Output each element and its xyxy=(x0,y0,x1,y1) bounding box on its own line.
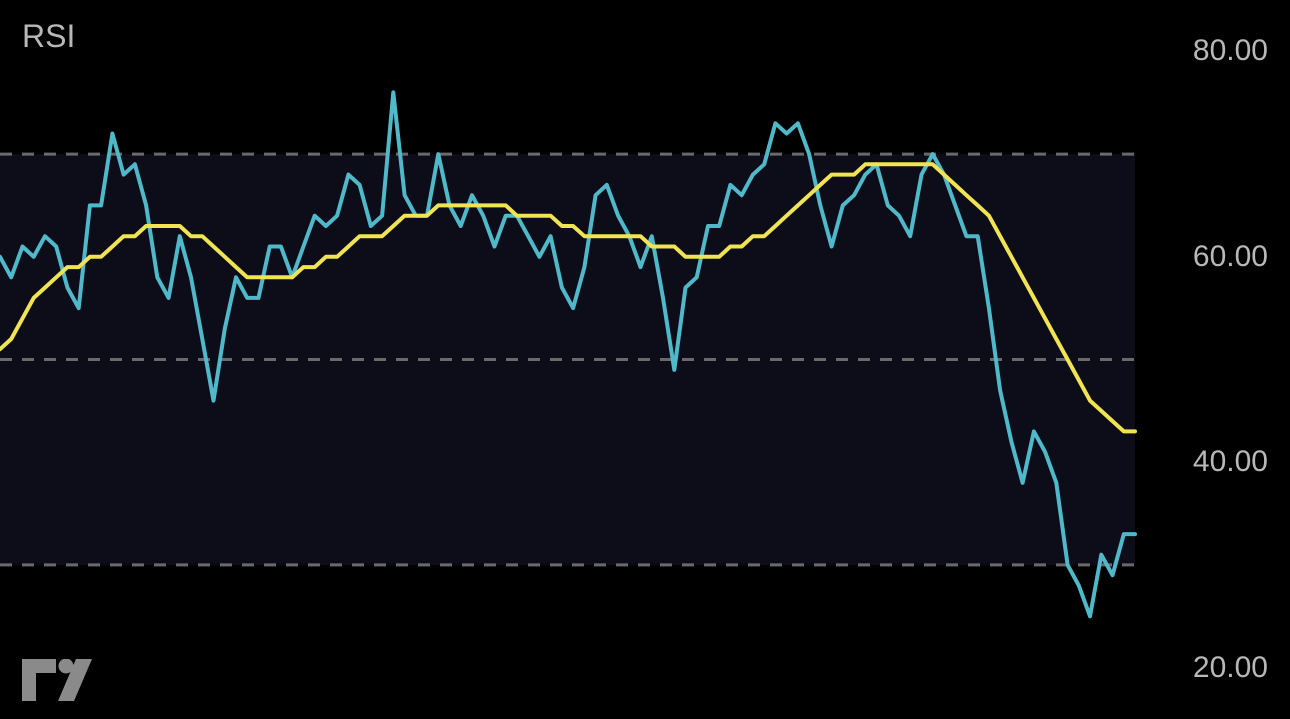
y-tick-label: 60.00 xyxy=(1193,240,1268,274)
y-tick-label: 20.00 xyxy=(1193,651,1268,685)
rsi-band xyxy=(0,154,1135,565)
y-tick-label: 80.00 xyxy=(1193,34,1268,68)
rsi-chart-panel: RSI 20.0040.0060.0080.00 xyxy=(0,0,1290,719)
y-tick-label: 40.00 xyxy=(1193,445,1268,479)
tradingview-logo-icon xyxy=(22,659,92,701)
rsi-plot[interactable] xyxy=(0,0,1290,719)
